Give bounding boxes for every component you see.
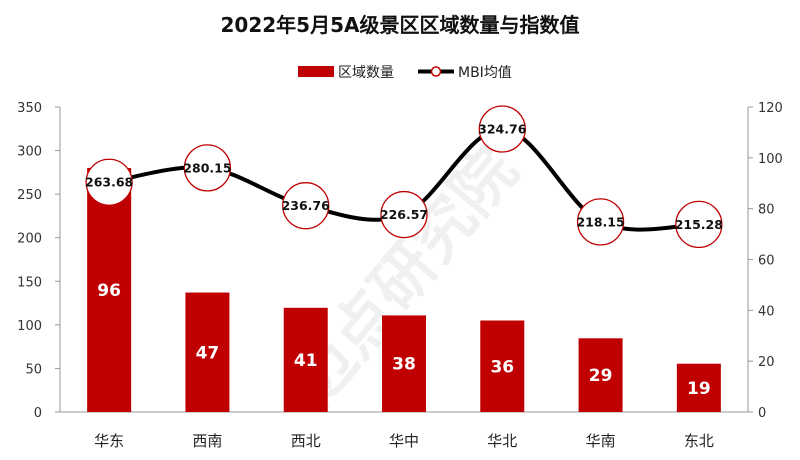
right-tick-label: 120 xyxy=(758,101,783,116)
category-label: 西南 xyxy=(192,432,222,450)
data-point-marker xyxy=(183,144,232,192)
data-point-label: 324.76 xyxy=(478,121,527,136)
right-tick-label: 80 xyxy=(758,203,775,218)
bar xyxy=(578,338,623,412)
category-label: 华中 xyxy=(389,432,419,450)
left-tick-label: 250 xyxy=(17,188,42,203)
data-point-marker xyxy=(576,198,625,246)
category-label: 西北 xyxy=(291,432,321,450)
bar-value-label: 38 xyxy=(392,355,416,375)
bar-value-label: 47 xyxy=(196,343,220,363)
bar-value-label: 29 xyxy=(589,366,613,386)
left-tick-label: 350 xyxy=(17,101,42,116)
left-tick-label: 150 xyxy=(17,275,42,290)
left-tick-label: 50 xyxy=(25,362,42,377)
legend-swatch-bar xyxy=(298,66,334,77)
bar xyxy=(283,307,328,412)
bar-value-label: 36 xyxy=(490,357,514,377)
data-point-marker xyxy=(282,182,330,230)
category-label: 东北 xyxy=(684,432,714,450)
bar xyxy=(480,320,525,412)
bar xyxy=(87,168,132,412)
data-point-marker xyxy=(675,200,723,249)
legend-label-bar: 区域数量 xyxy=(338,65,394,81)
left-tick-label: 200 xyxy=(17,232,42,247)
bar-value-label: 96 xyxy=(97,281,121,301)
left-tick-label: 0 xyxy=(34,406,42,421)
data-point-label: 226.57 xyxy=(380,207,428,222)
bar xyxy=(185,292,230,412)
data-point-label: 280.15 xyxy=(183,160,231,175)
data-point-label: 215.28 xyxy=(675,217,723,232)
bar-value-label: 41 xyxy=(294,351,318,371)
chart-title: 2022年5月5A级景区区域数量与指数值 xyxy=(221,13,580,37)
right-tick-label: 0 xyxy=(758,406,766,421)
bar-value-label: 19 xyxy=(687,379,711,399)
right-tick-label: 60 xyxy=(758,254,775,269)
right-tick-label: 20 xyxy=(758,355,775,370)
data-point-label: 236.76 xyxy=(282,198,331,213)
category-label: 华北 xyxy=(487,432,517,450)
data-point-marker xyxy=(380,190,428,239)
data-point-label: 263.68 xyxy=(85,175,133,190)
right-tick-label: 100 xyxy=(758,152,783,167)
bar xyxy=(382,315,426,412)
right-tick-label: 40 xyxy=(758,304,775,319)
legend: 区域数量 MBI均值 xyxy=(298,65,512,81)
legend-marker xyxy=(430,66,442,77)
left-tick-label: 300 xyxy=(17,145,42,160)
data-point-marker xyxy=(85,158,133,206)
left-tick-label: 100 xyxy=(17,319,42,334)
category-label: 华东 xyxy=(94,432,124,450)
data-point-label: 218.15 xyxy=(576,214,624,229)
bar xyxy=(676,363,721,412)
category-label: 华南 xyxy=(586,432,616,450)
data-point-marker xyxy=(478,105,526,153)
legend-label-line: MBI均值 xyxy=(458,65,512,81)
